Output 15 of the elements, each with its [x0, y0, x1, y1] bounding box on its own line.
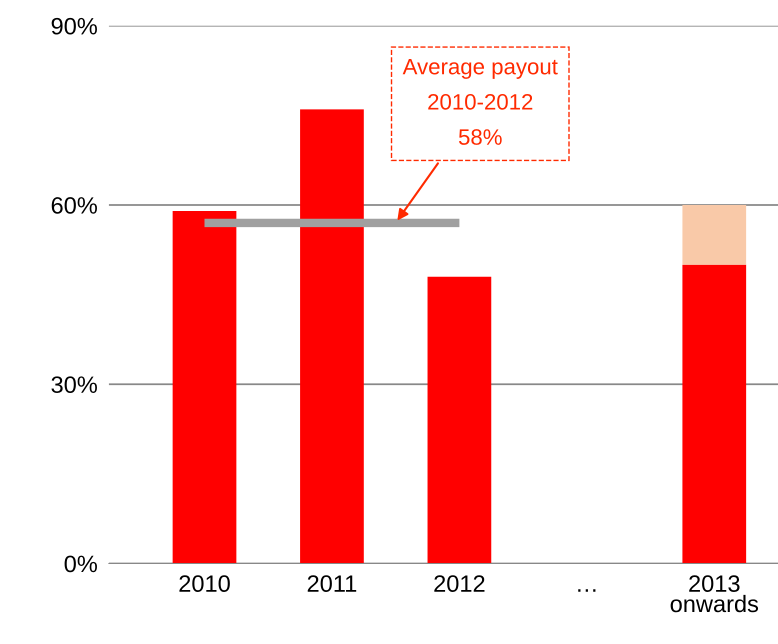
bar [172, 210, 236, 564]
y-tick-label: 90% [52, 18, 97, 35]
annotation: Average payout 2010-2012 58% [402, 58, 558, 145]
y-tick-label: 60% [52, 197, 97, 214]
bar [300, 109, 364, 564]
x-tick-label: 2013 onwards [670, 575, 758, 612]
x-tick-label: 2010 [179, 575, 230, 592]
x-tick-label: 2011 [308, 575, 356, 592]
x-tick-label: 2012 [434, 575, 484, 592]
bar [682, 205, 746, 265]
y-tick-label: 0% [64, 556, 97, 572]
bar [682, 264, 746, 564]
bar [428, 276, 492, 564]
x-tick-label: … [578, 589, 596, 592]
y-tick-label: 30% [51, 376, 97, 394]
